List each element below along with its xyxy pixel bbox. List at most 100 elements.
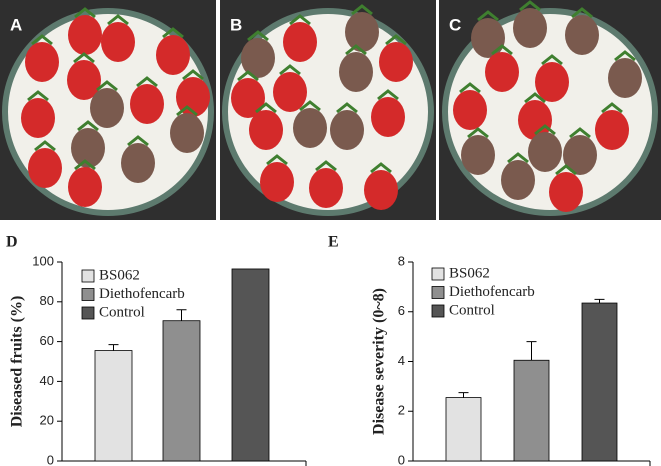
strawberry [21, 98, 55, 138]
strawberry [563, 135, 597, 175]
strawberry [471, 18, 505, 58]
strawberry [241, 38, 275, 78]
strawberry-leaf [524, 92, 546, 104]
strawberry [293, 108, 327, 148]
bar [162, 320, 201, 462]
legend-label: BS062 [449, 265, 490, 281]
strawberry-leaf [571, 7, 593, 19]
y-tick-label: 0 [47, 452, 54, 466]
legend-swatch [81, 288, 95, 301]
strawberry [485, 52, 519, 92]
chart: D Diseased fruits (%) 0 20 40 60 80 100 BS062 Die… [6, 234, 307, 466]
strawberry [518, 100, 552, 140]
y-tick-label: 6 [398, 303, 405, 318]
chart: E Disease severity (0~8) 0 2 4 6 8 BS062 Diethof… [328, 234, 651, 466]
strawberry-leaf [237, 70, 259, 82]
legend-swatch [431, 304, 445, 318]
strawberry-leaf [477, 10, 499, 22]
strawberry [25, 42, 59, 82]
strawberry-leaf [289, 14, 311, 26]
strawberry-leaf [370, 162, 392, 174]
strawberry [90, 88, 124, 128]
y-axis-label: Disease severity (0~8) [371, 288, 388, 435]
bar [581, 302, 618, 462]
strawberry [549, 172, 583, 212]
strawberry-leaf [279, 64, 301, 76]
strawberry [260, 162, 294, 202]
strawberry [345, 12, 379, 52]
strawberry [461, 135, 495, 175]
bar [445, 397, 482, 462]
strawberry [28, 148, 62, 188]
strawberry [273, 72, 307, 112]
bar [513, 359, 550, 462]
legend-swatch [81, 269, 95, 283]
strawberry [330, 110, 364, 150]
strawberry-leaf [31, 34, 53, 46]
strawberry-leaf [247, 30, 269, 42]
strawberry [453, 90, 487, 130]
strawberry-leaf [77, 120, 99, 132]
strawberry [101, 22, 135, 62]
strawberry-leaf [136, 76, 158, 88]
strawberry [130, 84, 164, 124]
strawberry [71, 128, 105, 168]
strawberry-leaf [385, 34, 407, 46]
strawberry [170, 113, 204, 153]
strawberry [379, 42, 413, 82]
strawberry [176, 77, 210, 117]
y-tick-label: 8 [398, 253, 405, 268]
legend-label: BS062 [99, 267, 140, 283]
strawberry [339, 52, 373, 92]
strawberry [68, 167, 102, 207]
panel-label: E [328, 234, 339, 251]
y-tick-label: 80 [40, 293, 54, 308]
strawberry [249, 110, 283, 150]
y-axis-label: Diseased fruits (%) [9, 296, 26, 428]
strawberry [565, 15, 599, 55]
strawberry-leaf [614, 50, 636, 62]
strawberry [528, 132, 562, 172]
strawberry-leaf [162, 27, 184, 39]
strawberry-leaf [315, 160, 337, 172]
strawberry-leaf [27, 90, 49, 102]
legend-label: Diethofencarb [449, 284, 535, 300]
strawberry-leaf [541, 54, 563, 66]
strawberry [121, 143, 155, 183]
strawberry-leaf [266, 154, 288, 166]
panel-label: A [10, 15, 22, 34]
strawberry [608, 58, 642, 98]
strawberry [231, 78, 265, 118]
strawberry [371, 97, 405, 137]
strawberry-leaf [345, 44, 367, 56]
panel-label: B [230, 15, 242, 34]
panel-label: D [6, 234, 18, 251]
strawberry-leaf [601, 102, 623, 114]
strawberry [501, 160, 535, 200]
strawberry [513, 8, 547, 48]
error-bar [176, 309, 187, 321]
legend-label: Control [99, 304, 145, 320]
legend-swatch [431, 267, 445, 281]
strawberry-leaf [182, 69, 204, 81]
legend-swatch [81, 306, 95, 320]
strawberry-leaf [127, 135, 149, 147]
strawberry-leaf [459, 82, 481, 94]
legend-swatch [431, 286, 445, 299]
strawberry [283, 22, 317, 62]
strawberry-leaf [34, 140, 56, 152]
strawberry [364, 170, 398, 210]
strawberry [595, 110, 629, 150]
bar [231, 268, 270, 462]
strawberry-leaf [336, 102, 358, 114]
strawberry-leaf [519, 0, 541, 12]
legend-label: Diethofencarb [99, 286, 185, 302]
strawberry-leaf [299, 100, 321, 112]
strawberry-leaf [569, 127, 591, 139]
strawberry-leaf [555, 164, 577, 176]
y-tick-label: 100 [32, 253, 54, 268]
strawberry-leaf [74, 159, 96, 171]
strawberry-leaf [74, 7, 96, 19]
y-tick-label: 2 [398, 403, 405, 418]
panel-label: C [449, 15, 461, 34]
